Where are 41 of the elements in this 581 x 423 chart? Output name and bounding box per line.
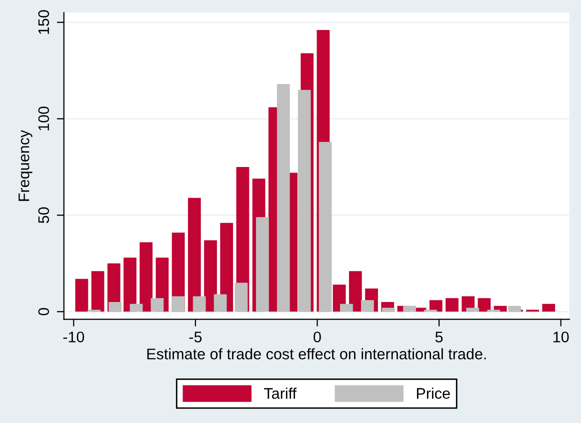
- bar: [234, 282, 248, 312]
- bar: [382, 308, 395, 312]
- y-tick-label: 100: [38, 106, 50, 130]
- x-tick-label: -10: [63, 332, 84, 342]
- bar: [91, 271, 104, 312]
- bar: [348, 271, 362, 312]
- y-axis-title: Frequency: [18, 130, 32, 201]
- y-tick-label: 50: [38, 207, 50, 224]
- bar: [340, 304, 353, 312]
- y-tick-label: 0: [38, 308, 50, 316]
- bar: [256, 217, 269, 312]
- bar: [466, 308, 480, 312]
- x-tick-label: 10: [554, 332, 569, 342]
- bar: [478, 298, 491, 312]
- bar: [360, 300, 374, 312]
- bar: [429, 300, 442, 312]
- x-tick-label: -5: [189, 332, 202, 342]
- bar: [150, 298, 164, 312]
- bar: [403, 306, 416, 312]
- legend-label: Price: [416, 388, 450, 399]
- bar: [508, 306, 522, 312]
- bar: [276, 84, 290, 312]
- legend-label: Tariff: [264, 388, 297, 399]
- bar: [298, 90, 311, 312]
- bar: [75, 278, 88, 312]
- x-tick-label: 0: [314, 332, 321, 342]
- bar: [130, 304, 143, 312]
- bar: [108, 302, 122, 312]
- x-tick-label: 5: [435, 332, 443, 342]
- bar: [188, 198, 201, 312]
- bar: [204, 240, 217, 312]
- bar: [446, 298, 458, 312]
- bar: [542, 304, 556, 312]
- y-tick-label: 150: [38, 10, 50, 34]
- bar: [172, 296, 185, 312]
- bar: [214, 294, 227, 312]
- bar: [192, 296, 206, 312]
- bar: [140, 242, 153, 312]
- x-axis-title: Estimate of trade cost effect on international trade.: [147, 348, 486, 360]
- bar: [124, 258, 136, 312]
- bar: [318, 142, 332, 312]
